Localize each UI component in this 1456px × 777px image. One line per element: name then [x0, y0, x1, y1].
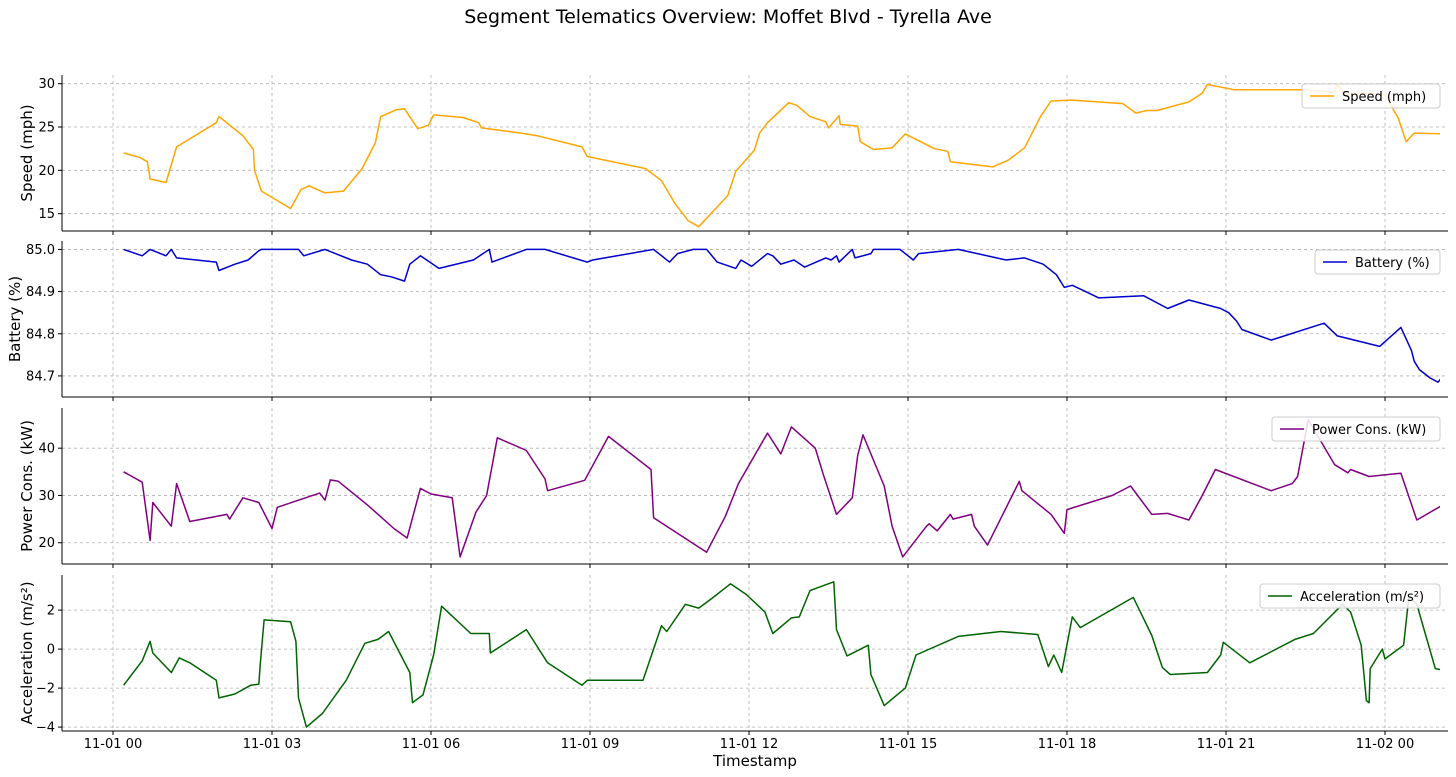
panel-2: 84.7 84.8 84.9 85.0 Battery (%) Battery (%) — [6, 241, 1448, 401]
y-tick-label: 20 — [38, 536, 55, 551]
legend-label: Power Cons. (kW) — [1312, 423, 1426, 438]
chart-title: Segment Telematics Overview: Moffet Blvd… — [464, 6, 992, 28]
legend-label: Battery (%) — [1355, 256, 1430, 271]
y-tick-label: −2 — [36, 682, 55, 697]
legend-box — [1314, 249, 1441, 275]
x-tick-label: 11-01 09 — [561, 737, 619, 752]
y-tick-label: 40 — [38, 442, 55, 457]
x-axis-label: Timestamp — [712, 752, 797, 770]
x-tick-label: 11-01 15 — [879, 737, 937, 752]
x-tick-label: 11-01 21 — [1197, 737, 1255, 752]
y-tick-label: 84.7 — [26, 369, 55, 384]
y-tick-label: 15 — [38, 207, 55, 222]
y-tick-label: 2 — [47, 604, 55, 619]
y-tick-label: 85.0 — [26, 243, 55, 258]
y-axis-label: Acceleration (m/s²) — [18, 581, 36, 724]
y-axis-label: Speed (mph) — [18, 104, 36, 201]
series-line-2 — [123, 248, 1440, 383]
legend-box — [1259, 583, 1441, 609]
y-axis-label: Battery (%) — [6, 276, 24, 362]
y-axis-label: Power Cons. (kW) — [18, 420, 36, 552]
x-tick-label: 11-01 00 — [84, 737, 142, 752]
x-tick-label: 11-01 03 — [243, 737, 301, 752]
y-tick-label: 84.8 — [26, 327, 55, 342]
series-line-3 — [123, 419, 1440, 558]
legend-box — [1271, 416, 1441, 442]
y-tick-label: 84.9 — [26, 285, 55, 300]
legend-label: Speed (mph) — [1342, 90, 1426, 105]
panel-4: −4 −2 0 2 Acceleration (m/s²) Acceleration (m… — [18, 575, 1448, 736]
x-tick-label: 11-01 18 — [1038, 737, 1096, 752]
series-line-4 — [123, 581, 1440, 728]
x-tick-label: 11-01 06 — [402, 737, 460, 752]
y-tick-label: 30 — [38, 489, 55, 504]
x-tick-label: 11-02 00 — [1356, 737, 1414, 752]
legend-box — [1301, 83, 1441, 109]
y-tick-label: 20 — [38, 164, 55, 179]
y-tick-label: 25 — [38, 121, 55, 136]
y-tick-label: −4 — [36, 721, 55, 736]
series-line-1 — [123, 83, 1440, 228]
x-tick-label: 11-01 12 — [720, 737, 778, 752]
y-tick-label: 30 — [38, 77, 55, 92]
y-tick-label: 0 — [47, 643, 55, 658]
legend-label: Acceleration (m/s²) — [1300, 590, 1424, 605]
